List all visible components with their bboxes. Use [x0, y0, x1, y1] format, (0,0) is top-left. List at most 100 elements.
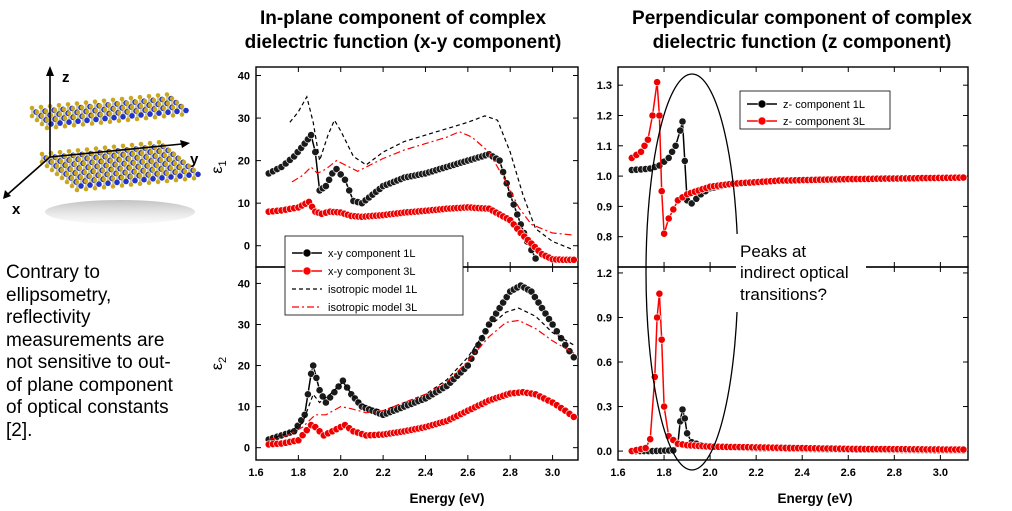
sulfur-atom	[128, 95, 134, 101]
sulfur-atom	[140, 159, 146, 165]
sulfur-atom	[120, 105, 126, 111]
sulfur-atom	[158, 157, 164, 163]
sulfur-atom	[141, 168, 147, 174]
sulfur-atom	[99, 159, 105, 164]
sulfur-atom	[123, 170, 129, 175]
sulfur-atom	[98, 120, 104, 125]
sulfur-atom	[61, 107, 67, 112]
data-point	[646, 435, 655, 444]
sulfur-atom	[72, 161, 78, 167]
data-point	[680, 157, 689, 165]
sulfur-atom	[169, 96, 175, 101]
side-note-line: of optical constants	[6, 397, 169, 418]
sulfur-atom	[168, 165, 174, 171]
legend-marker	[757, 99, 767, 109]
sulfur-atom	[155, 171, 161, 177]
sulfur-atom	[107, 111, 113, 116]
sulfur-atom	[53, 124, 59, 130]
eps2-xy-plot: 1.6 1.8 2.0 2.2 2.4 2.6 2.8 3.0 0 10 20 30 40 ε2	[209, 266, 579, 479]
sulfur-atom	[110, 184, 116, 189]
y-tick-label: 40	[238, 278, 250, 290]
sulfur-atom	[163, 161, 169, 167]
data-point	[332, 165, 341, 173]
sulfur-atom	[145, 163, 151, 169]
legend-marker	[302, 248, 312, 258]
sulfur-atom	[66, 149, 72, 154]
data-point	[653, 78, 661, 87]
sulfur-atom	[77, 165, 83, 171]
y-axis-label: ε1	[209, 160, 229, 173]
z-xaxis-label: Energy (eV)	[777, 491, 852, 506]
side-note-line: Contrary to	[6, 262, 100, 283]
sulfur-atom	[106, 102, 112, 108]
sulfur-atom	[121, 152, 127, 158]
y-tick-label: 20	[238, 156, 250, 168]
data-point	[531, 254, 540, 263]
data-point	[336, 170, 345, 179]
sulfur-atom	[94, 155, 100, 160]
sulfur-atom	[49, 167, 55, 173]
sulfur-atom	[191, 176, 197, 181]
sulfur-atom	[89, 113, 95, 118]
sulfur-atom	[151, 98, 157, 103]
y-axis-label: ε2	[209, 357, 229, 370]
metal-atom	[87, 182, 93, 188]
sulfur-atom	[171, 152, 177, 157]
sulfur-atom	[164, 92, 170, 97]
data-point	[530, 293, 539, 301]
data-point	[552, 327, 561, 336]
sulfur-atom	[160, 97, 166, 102]
sulfur-atom	[44, 117, 50, 123]
metal-atom	[123, 178, 129, 185]
sulfur-atom	[126, 156, 132, 162]
y-tick-label: 0.9	[597, 201, 612, 213]
data-point	[488, 315, 497, 323]
sulfur-atom	[179, 112, 185, 117]
data-point	[492, 309, 500, 318]
x-tick-label: 2.2	[749, 467, 764, 479]
sulfur-atom	[138, 141, 144, 147]
sulfur-atom	[38, 104, 44, 110]
data-point	[678, 117, 687, 126]
sulfur-atom	[107, 119, 113, 124]
annotation-line-1: Peaks at	[740, 242, 806, 261]
x-tick-label: 2.6	[460, 467, 475, 479]
legend-marker	[302, 266, 312, 276]
side-note-line: measurements are	[6, 329, 165, 351]
data-point	[302, 426, 311, 435]
data-point	[322, 398, 330, 407]
eps1-xy-plot: 0 10 20 30 40 ε1	[209, 66, 579, 268]
left-title-line-2: dielectric function (x-y component)	[244, 32, 562, 53]
sulfur-atom	[137, 181, 143, 186]
sulfur-atom	[102, 145, 108, 150]
y-tick-label: 0.8	[597, 232, 612, 244]
data-point	[541, 309, 550, 318]
data-point	[641, 444, 650, 452]
sulfur-atom	[57, 149, 63, 155]
sulfur-atom	[117, 157, 123, 162]
sulfur-atom	[96, 173, 102, 178]
y-tick-label: 1.0	[597, 171, 612, 183]
data-point	[676, 126, 685, 135]
sulfur-atom	[159, 166, 165, 172]
series-line	[291, 131, 574, 236]
data-point	[470, 347, 479, 356]
data-point	[345, 186, 354, 195]
y-tick-label: 0.6	[597, 357, 612, 369]
sulfur-atom	[49, 159, 55, 165]
sulfur-atom	[128, 182, 134, 187]
sulfur-atom	[137, 173, 143, 178]
y-tick-label: 0.3	[597, 402, 612, 414]
annotation-line-3: transitions?	[740, 285, 827, 304]
x-tick-label: 1.6	[610, 467, 625, 479]
data-point	[304, 390, 312, 399]
side-note: Contrary to ellipsometry, reflectivity m…	[6, 262, 211, 442]
sulfur-atom	[93, 108, 99, 113]
x-tick-label: 1.8	[291, 467, 306, 479]
sulfur-atom	[150, 167, 156, 173]
x-tick-label: 2.4	[418, 467, 434, 479]
sulfur-atom	[80, 114, 86, 119]
sulfur-atom	[152, 106, 158, 112]
sulfur-atom	[79, 105, 85, 110]
sulfur-atom	[114, 171, 120, 176]
